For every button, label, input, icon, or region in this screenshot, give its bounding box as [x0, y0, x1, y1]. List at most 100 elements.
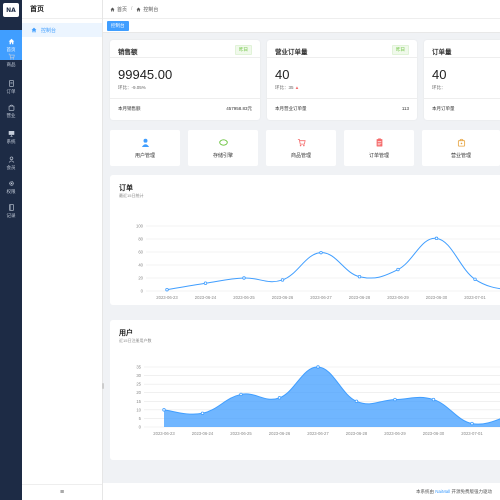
footer-label: 本月订单量	[432, 106, 455, 111]
shortcut-order-management[interactable]: 订单管理	[344, 130, 414, 166]
data-point[interactable]	[354, 399, 359, 403]
rail-item-members[interactable]: 会员	[0, 148, 22, 178]
data-point[interactable]	[316, 365, 320, 369]
notebook-icon	[8, 203, 14, 211]
footer-value: 113	[401, 106, 409, 111]
data-point[interactable]	[162, 408, 166, 412]
stat-title: 销售额	[118, 49, 138, 56]
divider	[424, 57, 500, 58]
stat-card-orders: 订单量 40 环比： 本月订单量	[424, 40, 500, 120]
home-icon	[8, 38, 14, 44]
shortcut-label: 存储引擎	[212, 152, 233, 159]
orders-chart-panel: 订单 最近15日统计 0 20 40 60 80 100 2023-06-23 2023-06…	[110, 175, 500, 305]
x-tick-label: 2023-06-23	[156, 295, 178, 300]
status-badge: 昨日	[392, 45, 409, 55]
breadcrumb-item-home[interactable]: 首页	[110, 6, 127, 13]
y-tick-label: 100	[136, 224, 144, 229]
series-area	[164, 366, 500, 427]
data-point[interactable]	[277, 396, 282, 400]
page-footer: 本系统由 NaiMall 开源免费版强力驱动	[103, 483, 500, 500]
data-point[interactable]	[165, 287, 169, 292]
data-point[interactable]	[357, 274, 362, 279]
resize-handle[interactable]	[102, 383, 104, 389]
data-point[interactable]	[396, 267, 400, 272]
x-tick-label: 2023-06-26	[269, 431, 291, 436]
stat-title: 订单量	[432, 49, 452, 56]
breadcrumb: 首页 / 控制台	[103, 0, 500, 19]
users-chart-panel: 用户 近15日注册用户数 0 5 10 15 20 25 30 35 2023-06-23 202…	[110, 320, 500, 460]
series-line	[166, 237, 500, 291]
stat-title: 营业订单量	[275, 49, 308, 56]
x-tick-label: 2023-06-24	[195, 295, 217, 300]
shortcut-business-management[interactable]: 营业管理	[422, 130, 500, 166]
shortcut-label: 商品管理	[290, 152, 311, 159]
footer-link[interactable]: NaiMall	[435, 489, 451, 494]
cart-icon	[297, 138, 306, 146]
breadcrumb-label: 控制台	[143, 6, 159, 13]
data-point[interactable]	[434, 236, 439, 241]
rail-item-label: 营业	[6, 112, 16, 118]
users-area-chart: 0 5 10 15 20 25 30 35 2023-06-23 2023-06-24 2023-0…	[136, 365, 500, 436]
x-tick-label: 2023-06-27	[310, 295, 332, 300]
submenu-title: 首页	[22, 0, 102, 19]
y-tick-label: 10	[136, 407, 141, 412]
stat-compare: 环比：	[432, 85, 446, 91]
compare-label: 环比：	[118, 85, 132, 90]
shortcut-goods-management[interactable]: 商品管理	[266, 130, 336, 166]
x-tick-label: 2023-06-25	[233, 295, 255, 300]
rail-item-system[interactable]: 系统	[0, 122, 22, 152]
stat-footer: 本月销售额 457958.83元	[118, 106, 252, 112]
x-tick-label: 2023-07-01	[464, 295, 486, 300]
tab-dashboard[interactable]: 控制台	[107, 21, 129, 31]
x-tick-label: 2023-06-23	[153, 431, 175, 436]
data-point[interactable]	[200, 411, 205, 415]
shortcut-user-management[interactable]: 用户管理	[110, 130, 180, 166]
data-point[interactable]	[431, 397, 436, 402]
rail-item-business[interactable]: 营业	[0, 96, 22, 126]
data-point[interactable]	[473, 277, 477, 281]
cart-icon	[8, 53, 15, 60]
rail-item-label: 订单	[6, 88, 16, 94]
submenu-item-dashboard[interactable]: 控制台	[22, 23, 102, 37]
shortcut-label: 营业管理	[450, 152, 471, 159]
data-point[interactable]	[393, 397, 397, 402]
data-point[interactable]	[242, 276, 246, 280]
rail-item-orders[interactable]: 订单	[0, 72, 22, 102]
y-tick-label: 15	[136, 399, 141, 404]
x-tick-label: 2023-06-25	[230, 431, 252, 436]
menu-collapse-button[interactable]: ≡	[22, 484, 102, 500]
user-icon	[8, 156, 14, 163]
home-icon	[110, 7, 115, 11]
data-point[interactable]	[319, 250, 323, 255]
rail-item-records[interactable]: 记录	[0, 196, 22, 226]
data-point[interactable]	[470, 421, 474, 426]
x-tick-label: 2023-06-29	[384, 431, 406, 436]
rail-item-permissions[interactable]: 权限	[0, 172, 22, 202]
compare-value: 35	[288, 85, 294, 90]
data-point[interactable]	[239, 392, 243, 397]
document-icon	[8, 79, 14, 87]
data-point[interactable]	[280, 278, 285, 282]
x-tick-label: 2023-06-28	[349, 295, 371, 300]
y-tick-label: 35	[136, 365, 141, 370]
x-tick-label: 2023-06-27	[307, 431, 329, 436]
y-tick-label: 0	[139, 425, 142, 430]
breadcrumb-item-dashboard[interactable]: 控制台	[136, 6, 158, 13]
shortcut-label: 用户管理	[134, 152, 155, 159]
leaf-icon	[218, 138, 228, 146]
clipboard-icon	[376, 137, 382, 147]
shortcut-storage-engine[interactable]: 存储引擎	[188, 130, 258, 166]
rail-item-home[interactable]: 首页	[0, 30, 22, 60]
chart-subtitle: 近15日注册用户数	[119, 338, 152, 343]
shortcut-label: 订单管理	[368, 152, 389, 159]
rail-item-label: 记录	[6, 212, 16, 218]
footer-prefix: 本系统由	[415, 489, 434, 494]
icon-rail: NA 首页 商品 订单 营业 系统 会员 权限 记录	[0, 0, 22, 500]
stat-card-business-orders: 营业订单量 昨日 40 环比：35 ▲ 本月营业订单量 113	[267, 40, 417, 120]
chart-title: 订单	[119, 185, 133, 192]
rail-item-goods[interactable]: 商品	[0, 45, 22, 75]
stat-footer: 本月营业订单量 113	[275, 106, 409, 112]
data-point[interactable]	[203, 281, 208, 285]
stat-value: 40	[275, 67, 290, 82]
app-logo: NA	[3, 3, 19, 17]
